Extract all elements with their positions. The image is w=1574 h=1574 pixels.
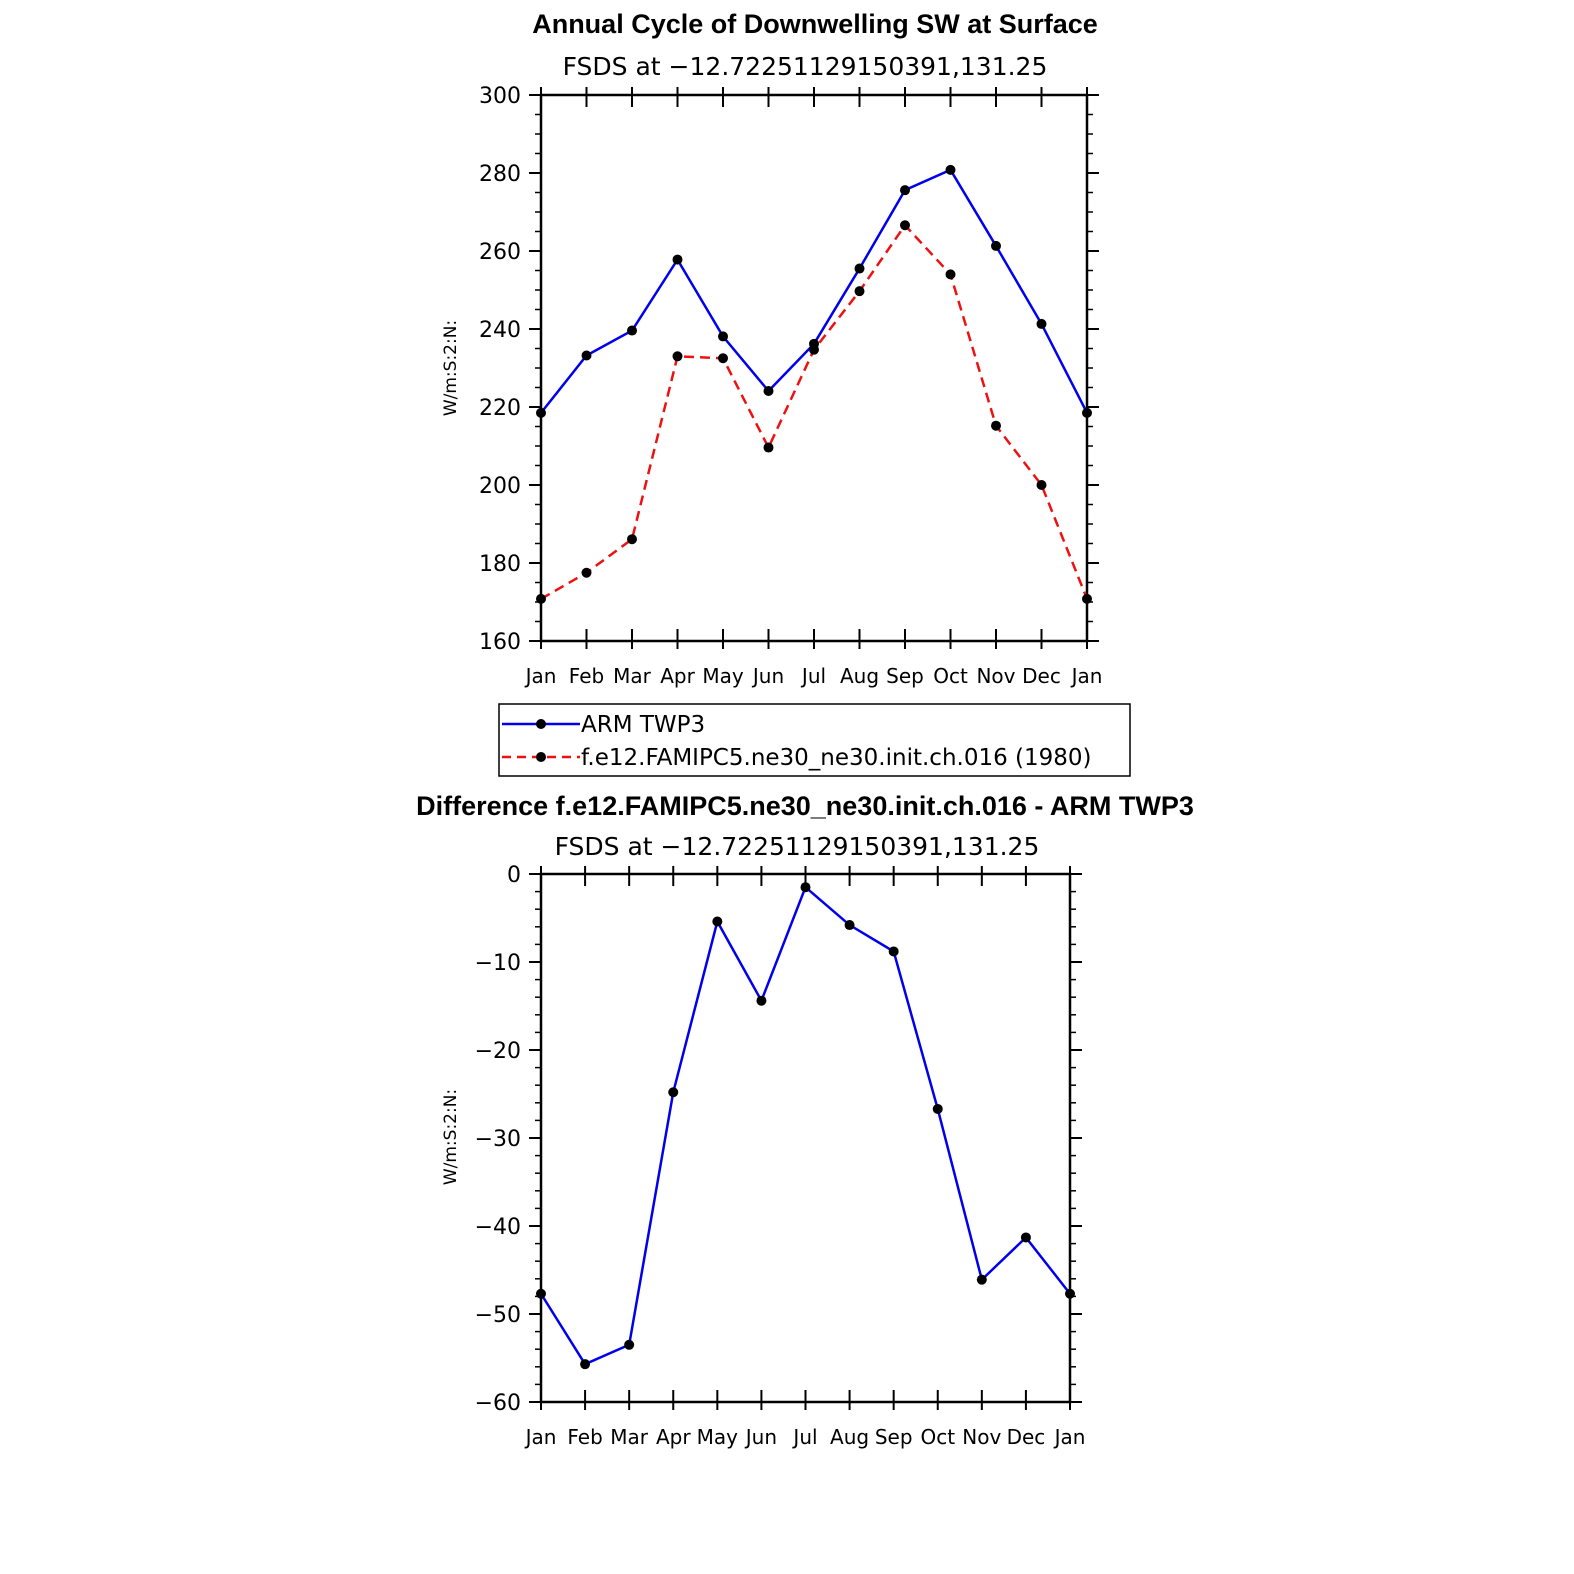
bottom-x-tick-label: Sep <box>875 1425 913 1449</box>
top-x-tick-label: May <box>702 664 744 688</box>
top-x-tick-label: Mar <box>613 664 652 688</box>
top-y-tick-label: 200 <box>479 474 521 499</box>
bottom-x-tick-label: May <box>697 1425 739 1449</box>
top-y-tick-label: 220 <box>479 396 521 421</box>
legend-marker-arm-twp3 <box>536 719 546 729</box>
bottom-series-0-point <box>536 1288 546 1299</box>
top-series-1-point <box>581 567 592 578</box>
bottom-series-0-point <box>888 946 899 957</box>
bottom-chart-title: Difference f.e12.FAMIPC5.ne30_ne30.init.… <box>416 791 1194 821</box>
bottom-chart-subtitle: FSDS at −12.72251129150391,131.25 <box>555 832 1040 861</box>
top-series-1-point <box>854 286 865 297</box>
bottom-series-0-point <box>580 1359 591 1370</box>
bottom-x-tick-label: Jan <box>1053 1425 1086 1449</box>
bottom-x-tick-label: Jul <box>791 1425 817 1449</box>
bottom-axes: −60 −50 −40 −30 −20 −10 0 Jan Feb Mar Apr May Jun Jul… <box>475 863 1086 1449</box>
bottom-series-0-point <box>1020 1232 1031 1243</box>
bottom-x-tick-label: Jan <box>524 1425 557 1449</box>
bottom-series-0-point <box>800 882 811 893</box>
top-y-tick-label: 260 <box>479 240 521 265</box>
bottom-series-0-point <box>976 1274 987 1285</box>
top-series-0-point <box>945 164 956 175</box>
top-series-0-point <box>672 254 683 265</box>
bottom-series-0-point <box>844 920 855 931</box>
bottom-series-0-point <box>668 1087 679 1098</box>
top-x-tick-label: Jul <box>800 664 826 688</box>
bottom-y-tick-label: −60 <box>475 1391 521 1416</box>
bottom-y-tick-label: −20 <box>475 1039 521 1064</box>
bottom-panel: Difference f.e12.FAMIPC5.ne30_ne30.init.… <box>416 791 1194 1449</box>
top-series-0-point <box>900 185 910 196</box>
top-plot-marks <box>536 164 1092 604</box>
top-x-tick-label: Sep <box>886 664 924 688</box>
top-y-tick-label: 160 <box>479 630 521 655</box>
top-y-tick-label: 280 <box>479 162 521 187</box>
top-series-0-point <box>854 263 865 274</box>
top-x-tick-label: Aug <box>840 664 879 688</box>
top-x-tick-label: Jan <box>1070 664 1103 688</box>
top-series-1-point <box>1082 593 1092 604</box>
top-x-tick-label: Feb <box>569 664 604 688</box>
top-axes: 160 180 200 220 240 260 280 300 Jan Feb Mar Apr May J… <box>479 84 1102 688</box>
bottom-x-tick-label: Oct <box>920 1425 955 1449</box>
top-series-0-point <box>991 240 1001 251</box>
bottom-x-tick-label: Dec <box>1007 1425 1046 1449</box>
top-series-1-point <box>1036 480 1047 490</box>
bottom-x-tick-label: Feb <box>567 1425 602 1449</box>
top-y-axis-label: W/m:S:2:N: <box>441 320 461 416</box>
top-series-0-point <box>536 407 546 418</box>
top-x-tick-label: Jun <box>751 664 784 688</box>
top-chart-subtitle: FSDS at −12.72251129150391,131.25 <box>563 52 1048 81</box>
bottom-series-0-point <box>624 1339 635 1350</box>
top-series-1-point <box>718 353 728 364</box>
bottom-x-tick-label: Jun <box>744 1425 777 1449</box>
top-series-1-point <box>991 420 1001 431</box>
top-x-tick-label: Jan <box>524 664 557 688</box>
top-series-0-point <box>581 350 592 361</box>
top-series-0-point <box>718 331 728 342</box>
bottom-series-0-point <box>712 916 723 927</box>
top-chart-title: Annual Cycle of Downwelling SW at Surfac… <box>532 9 1098 39</box>
top-series-0-point <box>1082 407 1092 418</box>
legend-label-arm-twp3: ARM TWP3 <box>581 712 705 738</box>
bottom-x-tick-label: Mar <box>610 1425 649 1449</box>
bottom-x-tick-label: Nov <box>962 1425 1001 1449</box>
legend-marker-model <box>536 752 546 762</box>
bottom-y-tick-label: −50 <box>475 1303 521 1328</box>
bottom-y-tick-label: −30 <box>475 1127 521 1152</box>
legend-label-model: f.e12.FAMIPC5.ne30_ne30.init.ch.016 (198… <box>581 745 1092 771</box>
top-series-1-point <box>809 344 819 355</box>
bottom-y-tick-label: −10 <box>475 951 521 976</box>
bottom-x-tick-label: Aug <box>830 1425 869 1449</box>
top-y-tick-label: 180 <box>479 552 521 577</box>
top-x-tick-label: Nov <box>976 664 1015 688</box>
top-series-1-point <box>627 534 637 545</box>
bottom-y-tick-label: 0 <box>507 863 521 888</box>
legend-box <box>498 703 1131 777</box>
bottom-y-tick-label: −40 <box>475 1215 521 1240</box>
bottom-x-tick-label: Apr <box>656 1425 691 1449</box>
top-panel: Annual Cycle of Downwelling SW at Surfac… <box>441 9 1102 688</box>
top-series-0-point <box>1036 318 1047 329</box>
bottom-plot-marks <box>536 882 1075 1370</box>
top-series-1-point <box>945 269 956 280</box>
top-y-tick-label: 240 <box>479 318 521 343</box>
top-x-tick-label: Oct <box>933 664 968 688</box>
bottom-series-0-point <box>932 1103 943 1114</box>
top-x-tick-label: Dec <box>1022 664 1061 688</box>
legend: ARM TWP3 f.e12.FAMIPC5.ne30_ne30.init.ch… <box>498 703 1131 777</box>
top-series-0-point <box>627 325 637 336</box>
bottom-series-0-point <box>756 995 767 1006</box>
top-x-tick-label: Apr <box>660 664 695 688</box>
top-series-1-point <box>536 593 546 604</box>
top-y-tick-label: 300 <box>479 84 521 109</box>
top-series-1-point <box>763 442 774 453</box>
bottom-y-axis-label: W/m:S:2:N: <box>441 1089 461 1185</box>
bottom-series-0-point <box>1065 1288 1075 1299</box>
top-series-0-point <box>763 386 774 397</box>
top-series-1-point <box>900 220 910 231</box>
top-series-1-point <box>672 351 683 362</box>
